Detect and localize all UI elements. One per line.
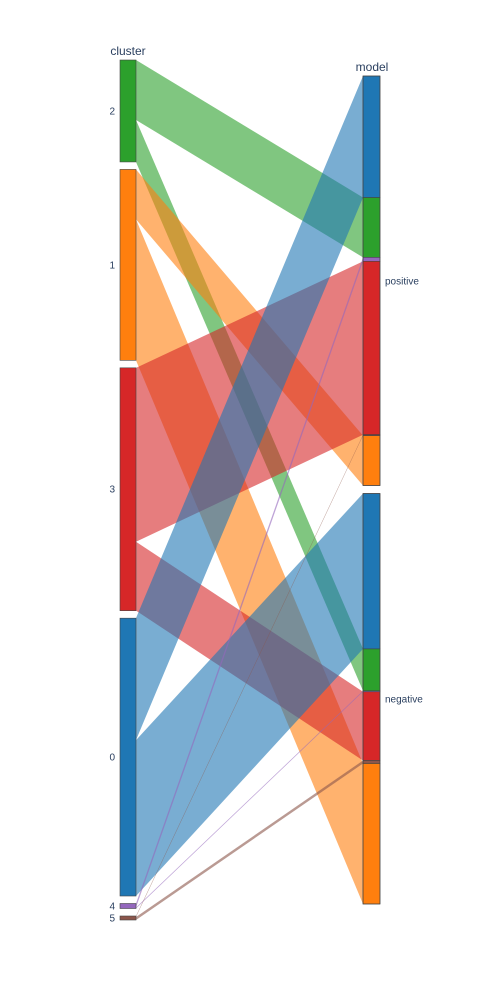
model-bar-positive-segment-cluster-2[interactable] <box>362 197 381 258</box>
model-bar-negative-segment-cluster-3[interactable] <box>362 691 381 761</box>
model-bar-negative-segment-cluster-1[interactable] <box>362 763 381 905</box>
cluster-label-3: 3 <box>109 485 115 496</box>
dimension-title-cluster: cluster <box>110 44 145 58</box>
model-bar-negative-segment-cluster-5[interactable] <box>362 760 381 764</box>
cluster-bar-4[interactable] <box>119 903 137 909</box>
cluster-bar-0[interactable] <box>119 617 137 897</box>
model-bar-negative-segment-cluster-2[interactable] <box>362 648 381 692</box>
ribbon-layer <box>136 60 363 920</box>
ribbon-cluster-5-to-negative <box>136 760 363 920</box>
model-label-negative: negative <box>385 694 423 705</box>
model-label-positive: positive <box>385 276 419 287</box>
ribbon-cluster-5-to-positive <box>136 434 363 918</box>
model-bar-positive[interactable] <box>362 75 381 486</box>
label-layer: cluster model 2 1 3 0 45 positive negative <box>109 44 423 925</box>
dimension-title-model: model <box>356 60 389 74</box>
ribbon-cluster-0-to-negative <box>136 493 363 897</box>
cluster-bar-3[interactable] <box>119 367 137 611</box>
ribbon-cluster-0-to-positive <box>136 76 363 741</box>
model-bar-negative[interactable] <box>362 493 381 905</box>
cluster-label-1: 1 <box>109 260 115 271</box>
ribbon-cluster-4-to-positive <box>136 257 363 908</box>
ribbon-cluster-2-to-positive <box>136 60 363 258</box>
model-bar-positive-segment-cluster-0[interactable] <box>362 75 381 198</box>
model-bar-positive-segment-cluster-3[interactable] <box>362 261 381 435</box>
cluster-label-0: 0 <box>109 753 115 764</box>
ribbon-cluster-4-to-negative <box>136 690 363 909</box>
cluster-bar-1[interactable] <box>119 169 137 361</box>
cluster-bar-2[interactable] <box>119 59 137 163</box>
model-bar-positive-segment-cluster-4[interactable] <box>362 257 381 262</box>
model-bar-negative-segment-cluster-0[interactable] <box>362 493 381 650</box>
cluster-label-5: 5 <box>109 914 115 925</box>
cluster-label-4: 4 <box>109 902 115 913</box>
category-bar-layer <box>119 59 381 921</box>
cluster-label-2: 2 <box>109 106 115 117</box>
cluster-bar-5[interactable] <box>119 915 137 921</box>
model-bar-positive-segment-cluster-1[interactable] <box>362 435 381 486</box>
